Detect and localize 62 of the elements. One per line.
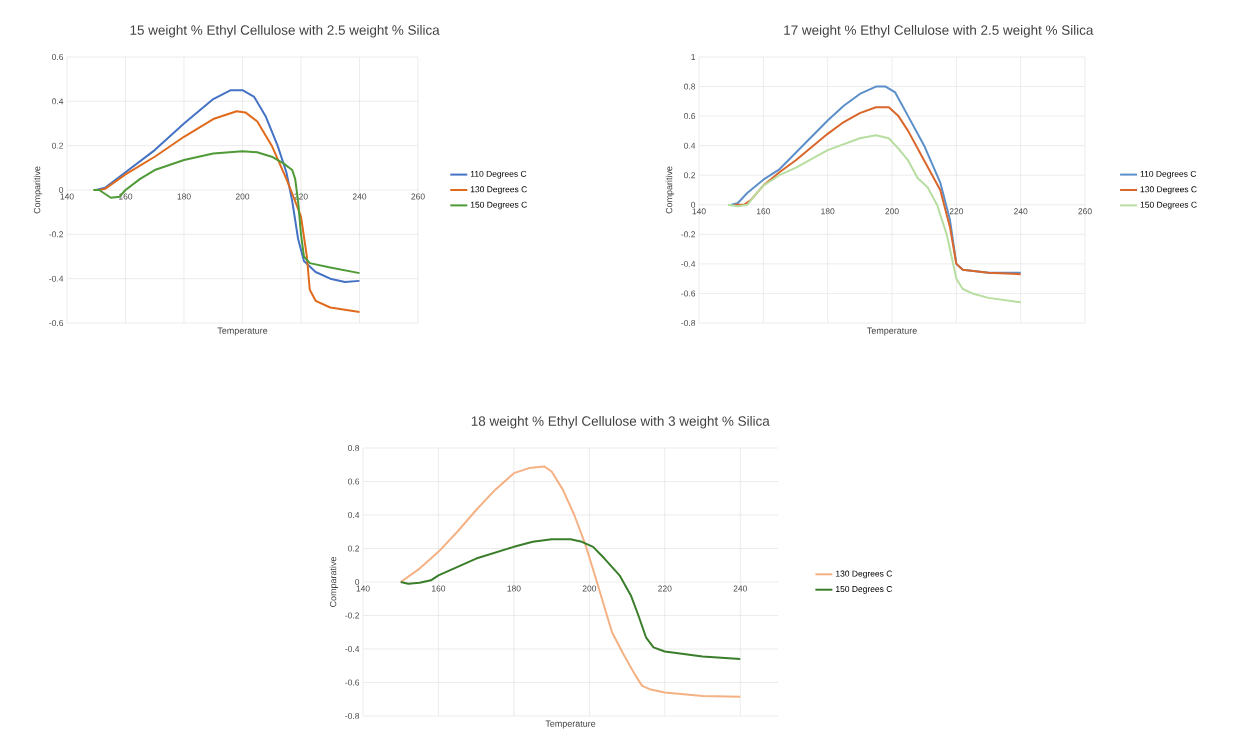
y-tick-label: -0.8: [345, 713, 360, 719]
x-tick-label: 240: [733, 585, 748, 592]
y-tick-label: -0.2: [345, 612, 360, 619]
y-tick-label: 0.8: [684, 83, 696, 90]
y-tick-label: 0.8: [348, 445, 360, 451]
x-tick-label: 140: [692, 208, 706, 215]
y-tick-label: 0: [355, 579, 360, 585]
y-tick-label: 1: [691, 54, 696, 60]
x-tick-label: 180: [177, 193, 191, 200]
y-tick-label: 0: [691, 201, 696, 208]
y-tick-label: 0.6: [52, 53, 64, 60]
chart-title: 18 weight % Ethyl Cellulose with 3 weight % Silica: [471, 415, 770, 429]
y-tick-label: -0.4: [345, 646, 360, 652]
y-tick-label: 0: [59, 187, 64, 193]
y-tick-label: 0.2: [348, 545, 360, 552]
x-tick-label: 160: [432, 585, 446, 592]
y-tick-label: -0.6: [345, 679, 360, 686]
x-tick-label: 180: [507, 585, 521, 592]
x-tick-label: 200: [582, 585, 597, 592]
x-tick-label: 240: [1014, 208, 1028, 215]
legend-label: 130 Degrees C: [470, 186, 527, 194]
y-axis-title: Comparative: [329, 556, 339, 607]
x-axis-title: Temperature: [867, 327, 917, 336]
y-tick-label: -0.4: [49, 275, 64, 282]
x-tick-label: 220: [658, 585, 672, 592]
legend-label: 130 Degrees C: [1140, 186, 1197, 194]
x-tick-label: 160: [119, 193, 133, 200]
y-tick-label: -0.2: [681, 231, 696, 238]
y-axis-title: Comparitive: [33, 166, 43, 214]
x-tick-label: 260: [1078, 208, 1092, 215]
y-tick-label: 0.2: [52, 142, 64, 149]
y-tick-label: -0.6: [49, 320, 64, 326]
x-tick-label: 200: [885, 208, 899, 215]
y-tick-label: 0.6: [684, 113, 696, 120]
legend-label: 150 Degrees C: [836, 586, 893, 594]
x-tick-label: 140: [356, 585, 370, 592]
y-tick-label: -0.4: [681, 260, 696, 267]
y-tick-label: 0.6: [348, 478, 360, 485]
y-tick-label: 0.2: [684, 172, 696, 179]
legend-label: 150 Degrees C: [470, 201, 527, 210]
y-tick-label: -0.6: [681, 290, 696, 297]
chart-title: 17 weight % Ethyl Cellulose with 2.5 weight % Silica: [784, 24, 1094, 38]
x-tick-label: 220: [949, 208, 964, 215]
x-axis-title: Temperature: [217, 327, 268, 336]
legend-label: 110 Degrees C: [1140, 170, 1197, 179]
x-tick-label: 140: [60, 193, 74, 200]
y-tick-label: 0.4: [348, 512, 360, 518]
chart-title: 15 weight % Ethyl Cellulose with 2.5 weight % Silica: [130, 24, 440, 38]
x-tick-label: 160: [756, 208, 771, 215]
x-tick-label: 260: [411, 193, 425, 200]
x-tick-label: 200: [235, 193, 250, 200]
y-tick-label: -0.8: [681, 320, 696, 326]
x-tick-label: 180: [821, 208, 835, 215]
legend-label: 110 Degrees C: [470, 170, 527, 179]
legend-label: 130 Degrees C: [836, 570, 893, 579]
y-tick-label: 0.4: [52, 98, 64, 105]
y-tick-label: 0.4: [684, 142, 696, 149]
legend-label: 150 Degrees C: [1140, 201, 1197, 210]
y-axis-title: Comparitive: [665, 166, 675, 214]
y-tick-label: -0.2: [49, 231, 64, 238]
x-tick-label: 240: [352, 193, 367, 200]
x-axis-title: Temperature: [545, 720, 596, 729]
